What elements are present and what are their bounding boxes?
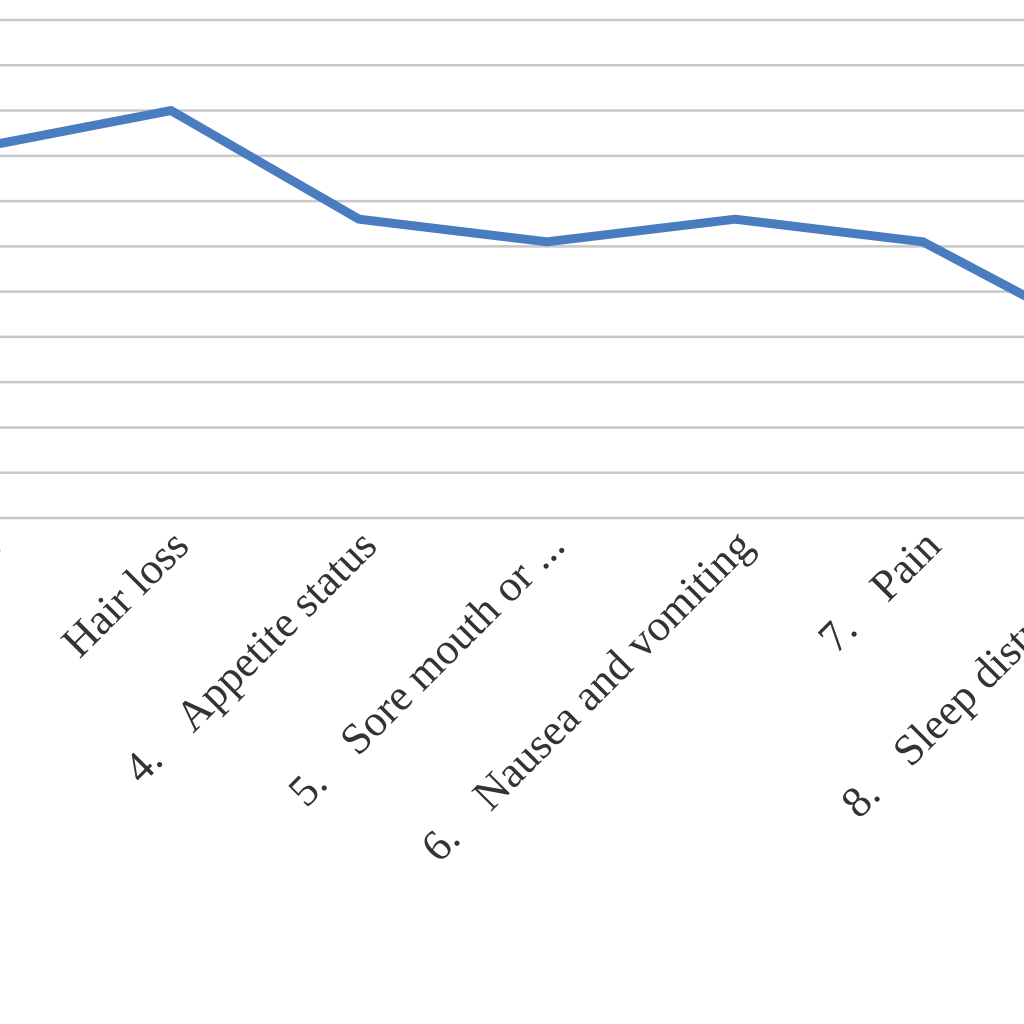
series-line — [0, 106, 1024, 301]
x-tick-label: 7.Pain — [808, 520, 950, 662]
x-tick-label: 6.Nausea and vomiting — [411, 520, 762, 871]
gridlines — [0, 18, 1024, 520]
x-tick-label: 3. — [0, 520, 10, 578]
series-layer — [0, 106, 1024, 301]
x-tick-label: Hair loss — [52, 520, 198, 666]
